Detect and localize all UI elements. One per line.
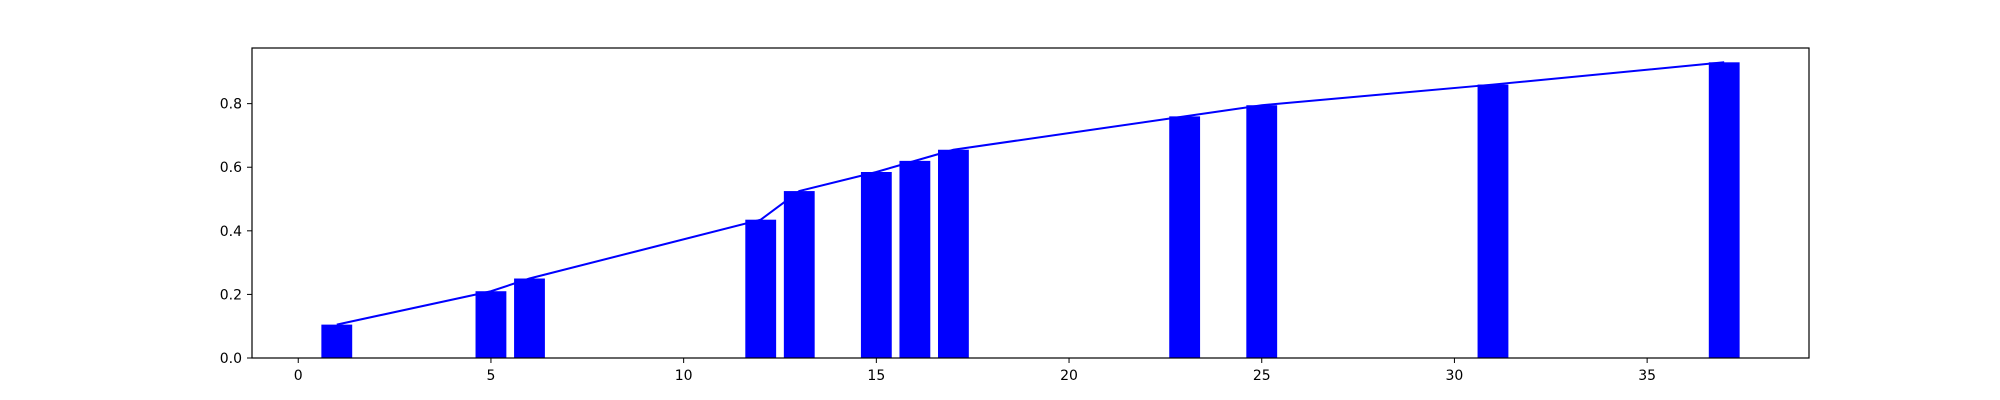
bars-group xyxy=(321,62,1740,359)
trend-line xyxy=(336,61,1725,326)
y-tick-label: 0.2 xyxy=(220,287,242,303)
x-tick-label: 0 xyxy=(294,368,303,384)
bar-37 xyxy=(1708,62,1740,359)
bar-12 xyxy=(745,219,777,358)
x-tick-label: 35 xyxy=(1638,368,1656,384)
x-tick-label: 30 xyxy=(1446,368,1464,384)
bar-5 xyxy=(475,291,507,358)
axes-frame xyxy=(251,47,1810,359)
bar-1 xyxy=(321,324,353,358)
x-tick-label: 10 xyxy=(675,368,693,384)
bar-31 xyxy=(1477,84,1509,359)
x-tick-label: 20 xyxy=(1060,368,1078,384)
trend-line-group xyxy=(336,61,1725,326)
x-tick-label: 15 xyxy=(867,368,885,384)
bar-17 xyxy=(938,149,969,358)
y-tick-label: 0.6 xyxy=(220,160,242,176)
bar-16 xyxy=(899,160,931,358)
bar-13 xyxy=(783,191,815,358)
x-tick-label: 5 xyxy=(486,368,495,384)
x-tick-label: 25 xyxy=(1253,368,1271,384)
bar-23 xyxy=(1169,116,1201,358)
axes-group xyxy=(251,47,1810,359)
bar-25 xyxy=(1246,105,1278,358)
y-tick-label: 0.8 xyxy=(220,97,242,113)
bar-15 xyxy=(860,172,892,358)
ticks-group: 0 5 10 15 20 25 30 35 0.0 0.2 0.4 0.6 0.8 xyxy=(220,97,1656,384)
y-tick-label: 0.4 xyxy=(220,224,242,240)
bar-6 xyxy=(514,278,545,358)
y-tick-label: 0.0 xyxy=(220,351,242,367)
